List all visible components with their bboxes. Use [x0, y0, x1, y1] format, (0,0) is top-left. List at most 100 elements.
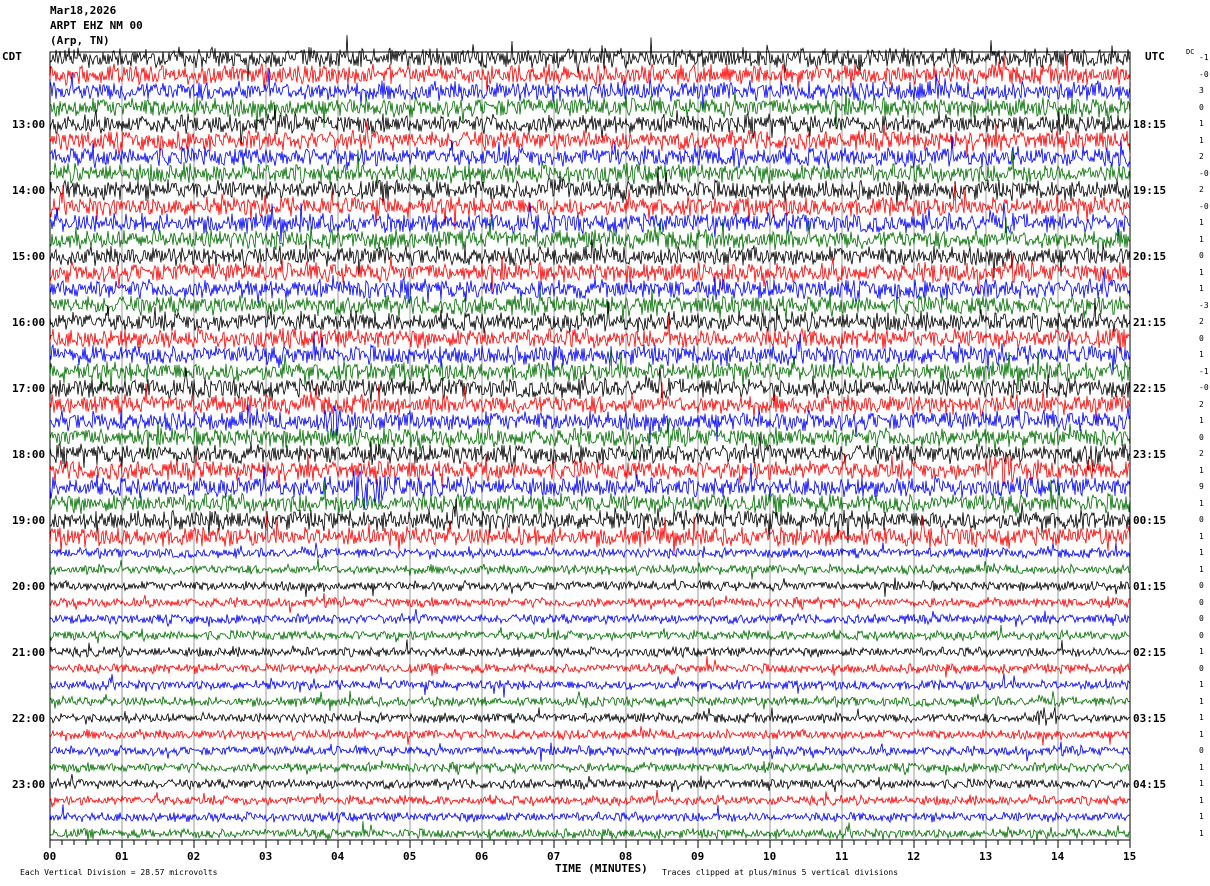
dc-offset: 1	[1199, 795, 1204, 805]
dc-offset: 1	[1199, 713, 1204, 722]
x-tick-label: 15	[1123, 850, 1137, 863]
x-tick-label: 09	[691, 850, 705, 863]
x-tick-label: 11	[835, 850, 849, 863]
dc-offset: 1	[1199, 135, 1204, 145]
left-timezone: CDT	[2, 50, 22, 63]
trace-line	[49, 35, 1131, 82]
trace-line	[49, 706, 1131, 726]
right-hour-label: 23:15	[1133, 448, 1167, 461]
dc-offset: 2	[1199, 317, 1204, 326]
trace-line	[49, 773, 1131, 793]
right-hour-label: 18:15	[1133, 118, 1167, 131]
trace-line	[49, 558, 1131, 580]
dc-offset: -0	[1199, 168, 1209, 178]
trace-line	[49, 608, 1131, 628]
right-hour-label: 19:15	[1133, 184, 1167, 197]
trace-line	[49, 789, 1131, 808]
trace-line	[49, 577, 1131, 598]
dc-offset: 0	[1199, 251, 1204, 260]
dc-offset: 1	[1199, 680, 1204, 689]
x-axis-label: TIME (MINUTES)	[555, 862, 648, 875]
x-tick-label: 08	[619, 850, 633, 863]
trace-line	[49, 149, 1131, 185]
trace-line	[49, 673, 1131, 698]
dc-offset: 0	[1199, 581, 1204, 590]
right-hour-label: 21:15	[1133, 316, 1167, 329]
trace-line	[49, 463, 1131, 511]
dc-label: DC	[1186, 48, 1195, 56]
trace-line	[49, 513, 1131, 556]
trace-line	[49, 382, 1131, 425]
left-hour-label: 15:00	[12, 250, 46, 263]
dc-offset: 3	[1199, 86, 1204, 95]
dc-offset: 0	[1199, 333, 1204, 343]
dc-offset: 0	[1199, 614, 1204, 623]
trace-line	[49, 418, 1131, 460]
trace-line	[49, 479, 1131, 519]
trace-line	[49, 804, 1131, 824]
dc-offset: 0	[1199, 597, 1204, 607]
dc-offset: 1	[1199, 498, 1204, 508]
dc-offset: 1	[1199, 647, 1204, 656]
dc-offset: -1	[1199, 53, 1209, 62]
dc-offset: 1	[1199, 350, 1204, 359]
dc-offset: -0	[1199, 69, 1209, 79]
x-tick-label: 13	[979, 850, 993, 863]
x-tick-label: 12	[907, 850, 921, 863]
dc-offset: 1	[1199, 284, 1204, 293]
dc-offset: 1	[1199, 564, 1204, 574]
trace-line	[49, 498, 1131, 544]
x-tick-label: 05	[403, 850, 417, 863]
dc-offset: 0	[1199, 663, 1204, 673]
trace-line	[49, 656, 1131, 678]
dc-offset: 1	[1199, 234, 1204, 244]
trace-line	[49, 348, 1131, 395]
right-hour-label: 01:15	[1133, 580, 1167, 593]
x-tick-label: 02	[187, 850, 201, 863]
trace-line	[49, 288, 1131, 322]
trace-line	[49, 120, 1131, 157]
left-hour-label: 20:00	[12, 580, 46, 593]
trace-line	[49, 331, 1131, 374]
dc-offset: 2	[1199, 185, 1204, 194]
dc-offset: -0	[1199, 201, 1209, 211]
dc-offset: 1	[1199, 218, 1204, 227]
dc-offset: 1	[1199, 416, 1204, 425]
right-hour-label: 03:15	[1133, 712, 1167, 725]
dc-offset: 1	[1199, 696, 1204, 706]
dc-offset: 1	[1199, 762, 1204, 772]
dc-offset: 1	[1199, 779, 1204, 788]
trace-line	[49, 741, 1131, 762]
trace-line	[49, 760, 1131, 776]
trace-line	[49, 624, 1131, 644]
trace-line	[49, 90, 1131, 130]
x-tick-label: 06	[475, 850, 489, 863]
left-hour-label: 17:00	[12, 382, 46, 395]
trace-line	[49, 592, 1131, 613]
right-hour-label: 20:15	[1133, 250, 1167, 263]
left-hour-label: 21:00	[12, 646, 46, 659]
trace-line	[49, 104, 1131, 145]
left-hour-label: 16:00	[12, 316, 46, 329]
location: (Arp, TN)	[50, 34, 110, 47]
dc-offset: -1	[1199, 366, 1209, 376]
x-tick-label: 14	[1051, 850, 1065, 863]
dc-offset: 1	[1199, 812, 1204, 821]
trace-line	[49, 367, 1131, 403]
date: Mar18,2026	[50, 4, 117, 17]
trace-line	[49, 690, 1131, 711]
dc-offset: 0	[1199, 515, 1204, 524]
station: ARPT EHZ NM 00	[50, 19, 143, 32]
left-hour-label: 18:00	[12, 448, 46, 461]
dc-offset: 0	[1199, 630, 1204, 640]
right-timezone: UTC	[1145, 50, 1165, 63]
x-tick-label: 01	[115, 850, 129, 863]
dc-offset: 2	[1199, 399, 1204, 409]
trace-line	[49, 453, 1131, 487]
dc-offset: 1	[1199, 828, 1204, 838]
x-tick-label: 04	[331, 850, 345, 863]
trace-line	[49, 821, 1131, 843]
dc-offset: 1	[1199, 531, 1204, 541]
